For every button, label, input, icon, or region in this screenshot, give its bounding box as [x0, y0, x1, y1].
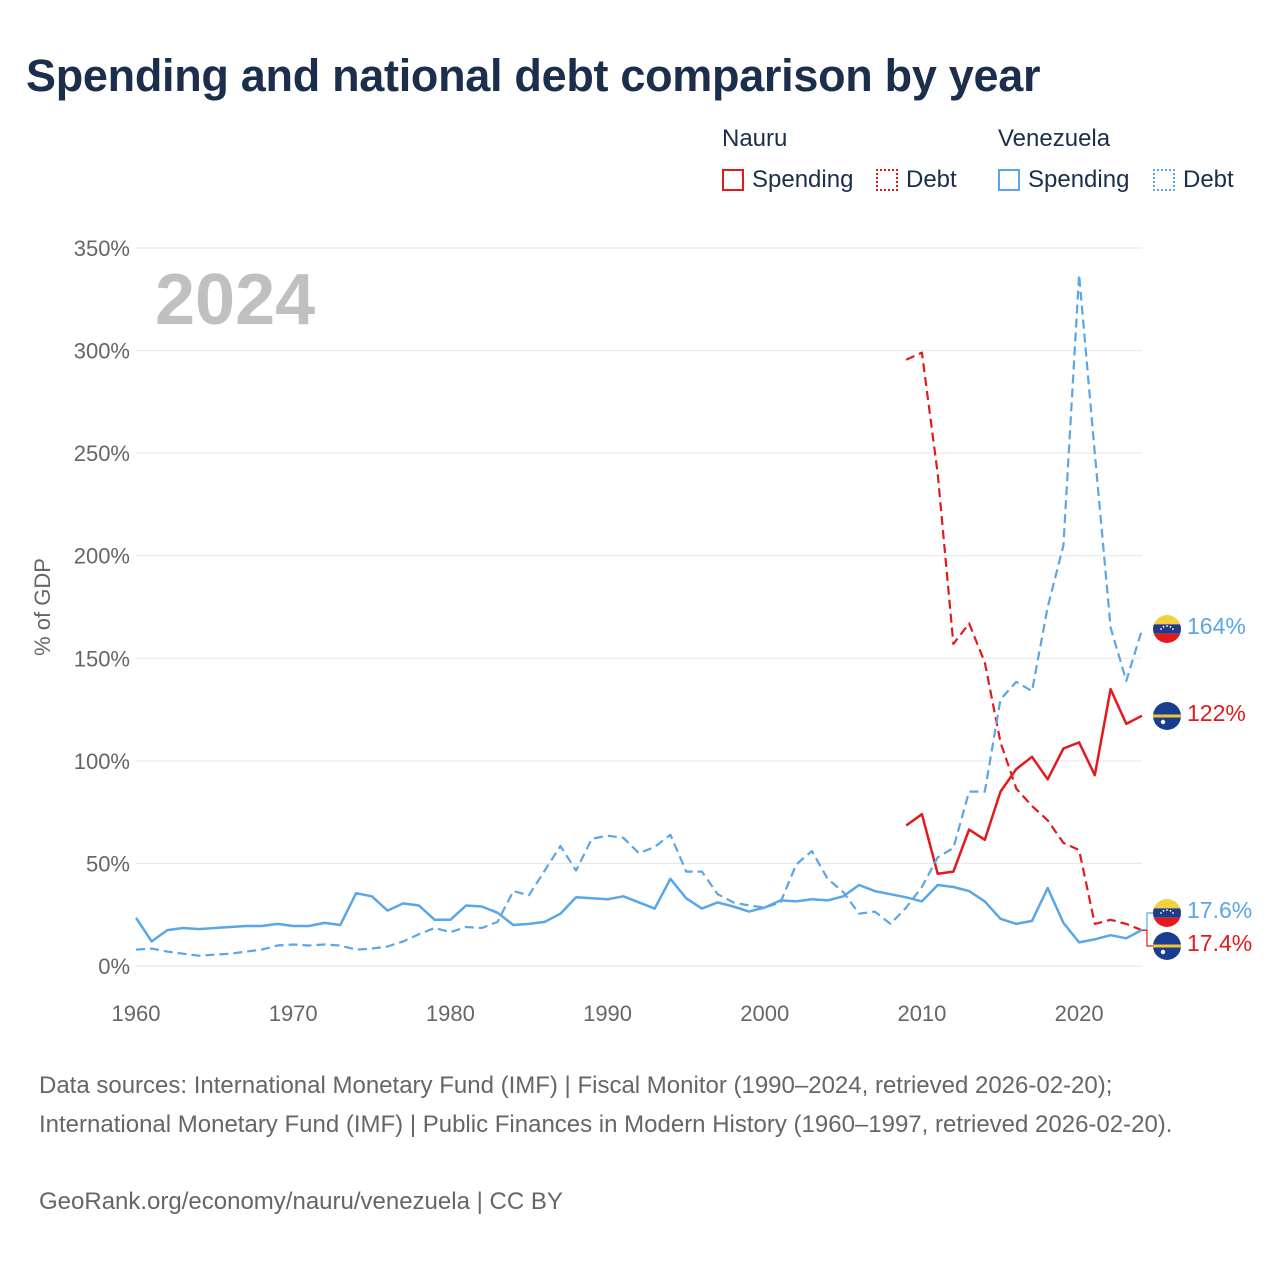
legend-item-label: Spending	[1028, 166, 1130, 193]
chart-plot: 2024 0% 50% 100% 150% 200% 250% 300% 350% 1960 19…	[30, 236, 1252, 1026]
legend-swatch-solid-red	[722, 169, 744, 191]
series-line-nauru-spending	[905, 687, 1143, 875]
y-tick-label: 250%	[74, 441, 130, 466]
legend-item-label: Debt	[906, 166, 957, 193]
legend-group-venezuela: Venezuela	[998, 125, 1111, 152]
x-tick-label: 1980	[426, 1001, 475, 1026]
x-tick-label: 1960	[112, 1001, 161, 1026]
series-line-nauru-debt	[905, 351, 1143, 932]
end-label-nauru-debt: 17.4%	[1187, 930, 1252, 956]
legend-item-venezuela-spending[interactable]: Spending	[998, 166, 1129, 194]
footer-sources: Data sources: International Monetary Fun…	[39, 1072, 1173, 1138]
venezuela-flag-icon	[1153, 615, 1181, 643]
legend-item-nauru-spending[interactable]: Spending	[722, 166, 853, 194]
legend-item-label: Spending	[752, 166, 854, 193]
connector-nauru-debt	[1142, 929, 1153, 947]
y-tick-label: 300%	[74, 339, 130, 364]
x-tick-label: 2010	[897, 1001, 946, 1026]
x-tick-label: 1970	[269, 1001, 318, 1026]
y-tick-label: 200%	[74, 544, 130, 569]
grid	[136, 247, 1142, 967]
footer-credit[interactable]: GeoRank.org/economy/nauru/venezuela | CC…	[39, 1188, 563, 1215]
end-label-venezuela-spending: 17.6%	[1187, 897, 1252, 923]
legend-item-venezuela-debt[interactable]: Debt	[1153, 166, 1234, 194]
x-tick-label: 1990	[583, 1001, 632, 1026]
nauru-flag-icon	[1153, 932, 1181, 960]
legend-swatch-solid-blue	[998, 169, 1020, 191]
y-tick-label: 0%	[98, 954, 130, 979]
nauru-flag-icon	[1153, 702, 1181, 730]
label-connectors	[1142, 912, 1153, 947]
y-tick-label: 100%	[74, 749, 130, 774]
legend-swatch-dotted-red	[876, 169, 898, 191]
series	[134, 273, 1144, 957]
y-tick-label: 350%	[74, 236, 130, 261]
legend-group-nauru: Nauru	[722, 125, 788, 152]
x-tick-label: 2000	[740, 1001, 789, 1026]
connector-venezuela-spending	[1142, 912, 1153, 931]
y-tick-label: 150%	[74, 646, 130, 671]
series-line-venezuela-spending	[134, 877, 1143, 944]
venezuela-flag-icon	[1153, 899, 1181, 927]
chart-title: Spending and national debt comparison by…	[26, 50, 1041, 101]
axes: 0% 50% 100% 150% 200% 250% 300% 350% 1960 1970 198…	[74, 236, 1104, 1026]
y-tick-label: 50%	[86, 851, 130, 876]
legend-item-label: Debt	[1183, 166, 1234, 193]
year-watermark: 2024	[155, 260, 315, 340]
end-label-venezuela-debt: 164%	[1187, 613, 1246, 639]
y-axis-label: % of GDP	[30, 558, 55, 656]
legend-swatch-dotted-blue	[1153, 169, 1175, 191]
legend-item-nauru-debt[interactable]: Debt	[876, 166, 957, 194]
series-line-venezuela-debt	[135, 273, 1144, 957]
x-tick-label: 2020	[1055, 1001, 1104, 1026]
end-label-nauru-spending: 122%	[1187, 700, 1246, 726]
